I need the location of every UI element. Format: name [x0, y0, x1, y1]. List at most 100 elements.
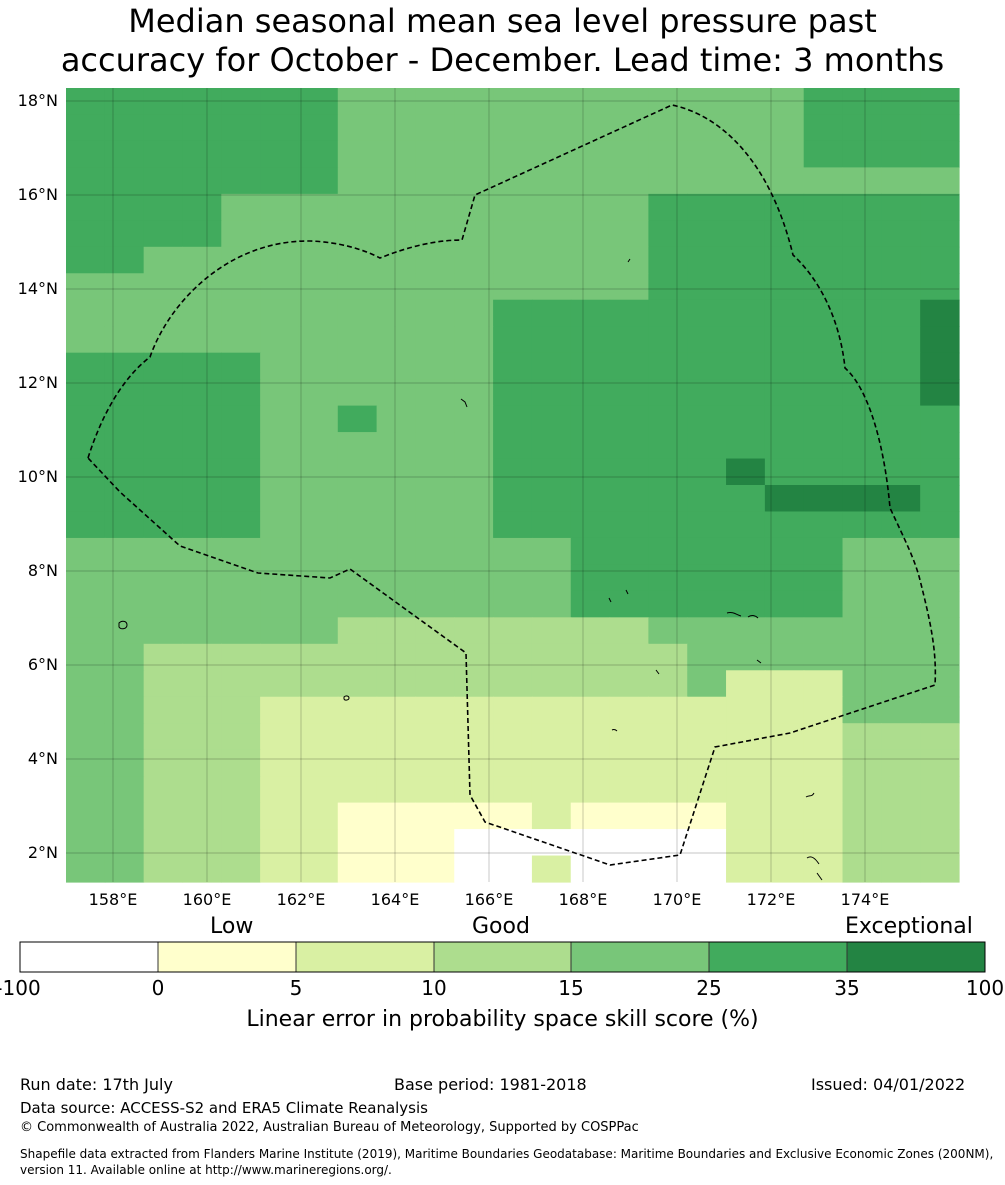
- skill-cell: [531, 829, 572, 857]
- skill-cell: [493, 485, 533, 513]
- skill-cell: [570, 696, 611, 724]
- skill-cell: [881, 643, 921, 671]
- skill-cell: [415, 273, 455, 301]
- skill-cell: [726, 776, 766, 804]
- skill-cell: [143, 511, 184, 539]
- skill-cell: [298, 326, 339, 354]
- skill-cell: [454, 432, 494, 460]
- skill-cell: [337, 432, 378, 460]
- skill-cell: [143, 326, 184, 354]
- skill-cell: [609, 670, 649, 698]
- skill-cell: [260, 564, 300, 592]
- skill-cell: [221, 723, 261, 751]
- skill-cell: [842, 352, 882, 380]
- skill-cell: [182, 379, 222, 407]
- skill-cell: [531, 776, 572, 804]
- skill-cell: [66, 537, 106, 565]
- skill-cell: [609, 299, 649, 327]
- skill-cell: [570, 537, 611, 565]
- skill-cell: [881, 590, 921, 618]
- skill-cell: [531, 643, 572, 671]
- skill-cell: [570, 590, 611, 618]
- skill-cell: [764, 458, 805, 486]
- skill-cell: [104, 405, 145, 433]
- title-line-2: accuracy for October - December. Lead ti…: [60, 41, 945, 79]
- skill-cell: [337, 485, 378, 513]
- skill-cell: [648, 670, 688, 698]
- skill-cell: [920, 564, 960, 592]
- lat-tick: 18°N: [17, 91, 58, 110]
- skill-cell: [531, 246, 572, 274]
- skill-cell: [415, 564, 455, 592]
- skill-cell: [337, 379, 378, 407]
- skill-cell: [764, 511, 805, 539]
- skill-cell: [687, 590, 727, 618]
- skill-grid-cells: [66, 88, 960, 883]
- skill-cell: [66, 564, 106, 592]
- skill-cell: [143, 643, 184, 671]
- skill-cell: [493, 405, 533, 433]
- skill-cell: [881, 273, 921, 301]
- skill-cell: [493, 299, 533, 327]
- skill-cell: [570, 511, 611, 539]
- colorbar: [19, 941, 986, 973]
- skill-cell: [881, 749, 921, 777]
- skill-cell: [221, 193, 261, 221]
- skill-cell: [415, 193, 455, 221]
- skill-cell: [376, 405, 417, 433]
- skill-cell: [803, 405, 844, 433]
- skill-cell: [221, 829, 261, 857]
- skill-cell: [143, 458, 184, 486]
- skill-cell: [260, 723, 300, 751]
- colorbar-tick: -100: [0, 976, 41, 1000]
- skill-cell: [221, 749, 261, 777]
- skill-cell: [687, 511, 727, 539]
- skill-cell: [920, 696, 960, 724]
- skill-cell: [415, 485, 455, 513]
- skill-cell: [920, 352, 960, 380]
- skill-cell: [687, 617, 727, 645]
- skill-cell: [260, 299, 300, 327]
- skill-cell: [337, 352, 378, 380]
- skill-cell: [66, 829, 106, 857]
- skill-cell: [337, 326, 378, 354]
- skill-cell: [648, 696, 688, 724]
- skill-cell: [415, 167, 455, 195]
- skill-cell: [66, 696, 106, 724]
- skill-cell: [454, 723, 494, 751]
- skill-cell: [803, 537, 844, 565]
- skill-cell: [920, 326, 960, 354]
- skill-cell: [764, 114, 805, 142]
- skill-cell: [493, 326, 533, 354]
- skill-cell: [881, 114, 921, 142]
- skill-cell: [764, 352, 805, 380]
- skill-cell: [687, 723, 727, 751]
- skill-cell: [104, 643, 145, 671]
- skill-cell: [221, 114, 261, 142]
- skill-cell: [493, 379, 533, 407]
- skill-cell: [221, 299, 261, 327]
- skill-cell: [182, 167, 222, 195]
- skill-cell: [376, 802, 417, 830]
- skill-cell: [221, 458, 261, 486]
- skill-cell: [298, 537, 339, 565]
- skill-cell: [920, 114, 960, 142]
- skill-cell: [221, 88, 261, 116]
- issued-date: Issued: 04/01/2022: [811, 1075, 966, 1094]
- skill-cell: [648, 405, 688, 433]
- skill-cell: [726, 114, 766, 142]
- skill-cell: [531, 432, 572, 460]
- skill-cell: [376, 114, 417, 142]
- skill-cell: [764, 193, 805, 221]
- skill-cell: [609, 352, 649, 380]
- skill-cell: [726, 405, 766, 433]
- skill-cell: [376, 537, 417, 565]
- skill-cell: [376, 723, 417, 751]
- skill-cell: [842, 432, 882, 460]
- skill-cell: [337, 723, 378, 751]
- skill-cell: [337, 829, 378, 857]
- skill-cell: [726, 379, 766, 407]
- skill-cell: [104, 352, 145, 380]
- colorbar-tick: 5: [289, 976, 303, 1000]
- skill-cell: [337, 273, 378, 301]
